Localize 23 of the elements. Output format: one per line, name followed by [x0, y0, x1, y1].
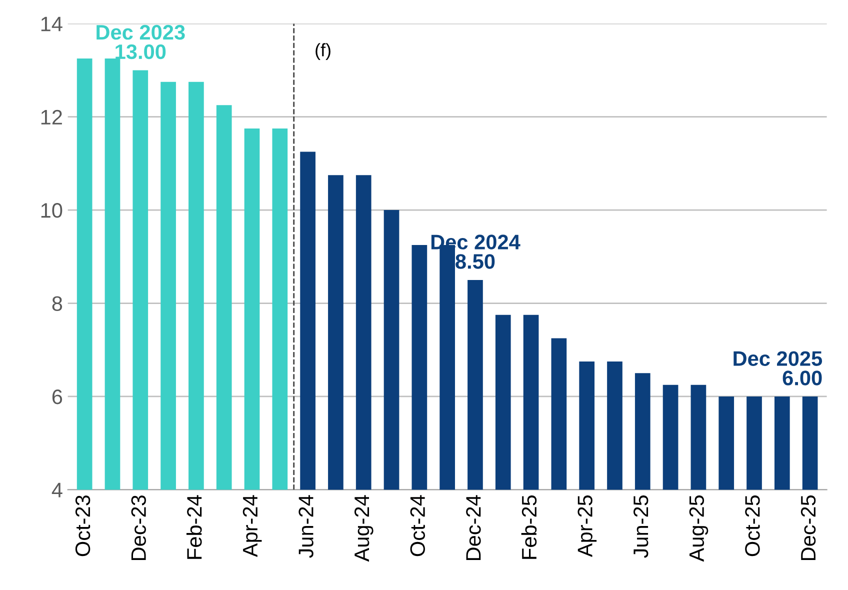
x-tick-label: Dec-25 — [800, 495, 816, 560]
x-tick-label: Oct-24 — [410, 495, 426, 556]
y-tick-label: 6 — [52, 389, 62, 404]
x-tick-label: Aug-25 — [689, 495, 708, 562]
y-tick-label: 8 — [52, 296, 62, 312]
x-tick-label: Feb-25 — [521, 495, 537, 559]
x-tick-label: Dec-24 — [466, 495, 481, 560]
annotation: Dec 2025 6.00 — [734, 351, 822, 386]
y-tick-label: 12 — [41, 110, 62, 124]
x-tick-label: Aug-24 — [354, 495, 374, 562]
x-tick-label: Apr-25 — [578, 495, 597, 558]
x-tick-label: Feb-24 — [186, 495, 202, 559]
x-tick-label: Apr-24 — [242, 495, 262, 558]
x-tick-label: Dec-23 — [131, 495, 146, 560]
x-tick-label: Oct-25 — [745, 495, 760, 556]
x-tick-label: Jun-24 — [298, 495, 314, 558]
y-tick-label: 14 — [41, 16, 62, 32]
x-tick-label: Oct-23 — [75, 495, 90, 556]
y-tick-label: 4 — [52, 482, 62, 498]
x-tick-label: Jun-25 — [633, 495, 648, 558]
annotation: Dec 2023 13.00 — [96, 24, 185, 60]
annotation: (f) — [316, 43, 330, 60]
y-tick-label: 10 — [41, 203, 62, 218]
